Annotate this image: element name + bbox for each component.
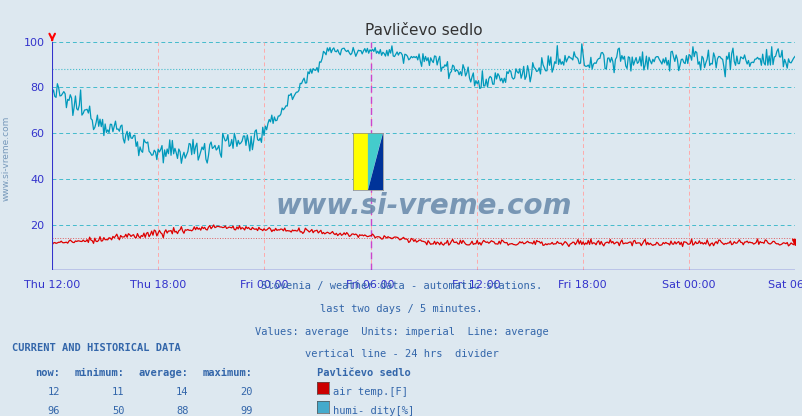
Text: 12: 12 [47, 387, 60, 397]
Text: average:: average: [139, 368, 188, 378]
Text: minimum:: minimum: [75, 368, 124, 378]
Text: Values: average  Units: imperial  Line: average: Values: average Units: imperial Line: av… [254, 327, 548, 337]
Text: maximum:: maximum: [203, 368, 253, 378]
Text: 88: 88 [176, 406, 188, 416]
Text: 96: 96 [47, 406, 60, 416]
Text: CURRENT AND HISTORICAL DATA: CURRENT AND HISTORICAL DATA [12, 343, 180, 353]
Text: now:: now: [35, 368, 60, 378]
Text: 11: 11 [111, 387, 124, 397]
Polygon shape [367, 133, 383, 190]
Title: Pavličevo sedlo: Pavličevo sedlo [364, 22, 482, 38]
Text: www.si-vreme.com: www.si-vreme.com [275, 192, 571, 220]
Text: www.si-vreme.com: www.si-vreme.com [2, 115, 11, 201]
Polygon shape [367, 133, 383, 190]
Text: Slovenia / weather data - automatic stations.: Slovenia / weather data - automatic stat… [261, 281, 541, 291]
Text: air temp.[F]: air temp.[F] [333, 387, 407, 397]
Text: vertical line - 24 hrs  divider: vertical line - 24 hrs divider [304, 349, 498, 359]
Text: humi- dity[%]: humi- dity[%] [333, 406, 414, 416]
Text: 20: 20 [240, 387, 253, 397]
Text: 99: 99 [240, 406, 253, 416]
Text: Pavličevo sedlo: Pavličevo sedlo [317, 368, 411, 378]
Polygon shape [353, 133, 367, 190]
Text: 14: 14 [176, 387, 188, 397]
Text: last two days / 5 minutes.: last two days / 5 minutes. [320, 304, 482, 314]
Text: 50: 50 [111, 406, 124, 416]
